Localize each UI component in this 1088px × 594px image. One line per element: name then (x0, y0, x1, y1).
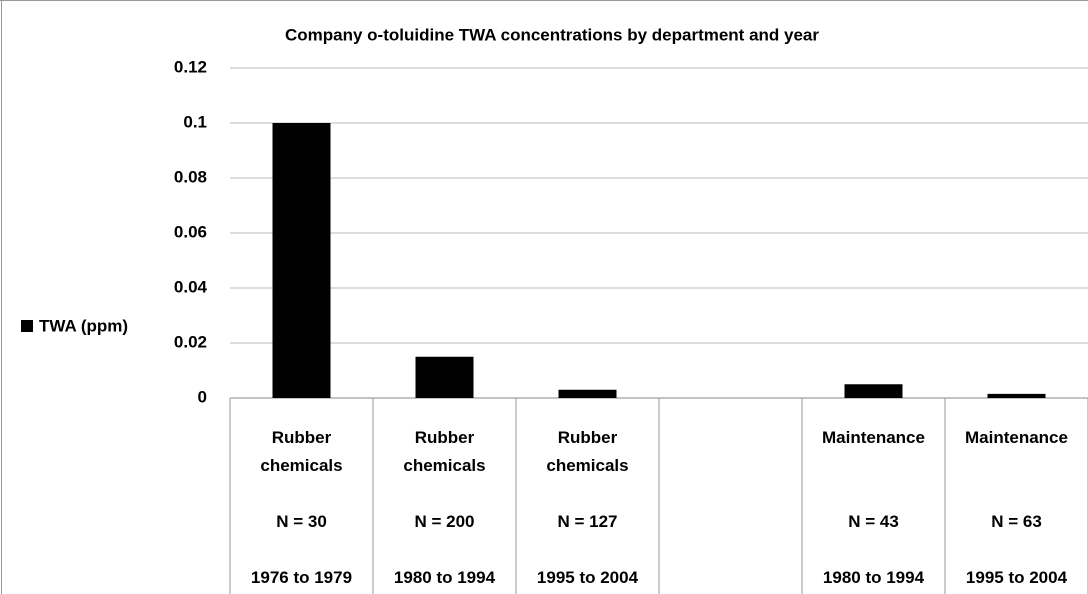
x-tick-label: 1995 to 2004 (965, 568, 1068, 587)
y-tick-label: 0.06 (174, 222, 207, 241)
y-tick-label: 0.08 (174, 167, 207, 186)
legend-label: TWA (ppm) (39, 316, 128, 335)
x-tick-label: N = 200 (414, 512, 475, 531)
x-tick-label: N = 30 (276, 512, 327, 531)
y-tick-label: 0 (198, 387, 207, 406)
y-tick-label: 0.04 (174, 277, 208, 296)
bar (415, 356, 474, 398)
x-tick-label: N = 43 (848, 512, 899, 531)
bar (272, 123, 331, 398)
bar (844, 384, 903, 398)
chart-title: Company o-toluidine TWA concentrations b… (285, 25, 819, 44)
bar (987, 393, 1046, 398)
x-tick-label: 1995 to 2004 (536, 568, 639, 587)
bar (558, 389, 617, 398)
x-tick-label: N = 63 (991, 512, 1042, 531)
x-tick-label: 1980 to 1994 (822, 568, 925, 587)
legend-swatch (21, 320, 33, 332)
x-tick-label: Maintenance (822, 428, 925, 447)
x-tick-label: 1980 to 1994 (393, 568, 496, 587)
y-tick-label: 0.1 (183, 112, 207, 131)
y-tick-label: 0.12 (174, 57, 207, 76)
x-tick-label: Rubber chemicals (546, 428, 629, 475)
x-tick-label: 1976 to 1979 (250, 568, 353, 587)
x-tick-label: Rubber chemicals (260, 428, 343, 475)
x-tick-label: N = 127 (557, 512, 618, 531)
y-tick-label: 0.02 (174, 332, 207, 351)
x-tick-label: Maintenance (965, 428, 1068, 447)
x-tick-label: Rubber chemicals (403, 428, 486, 475)
